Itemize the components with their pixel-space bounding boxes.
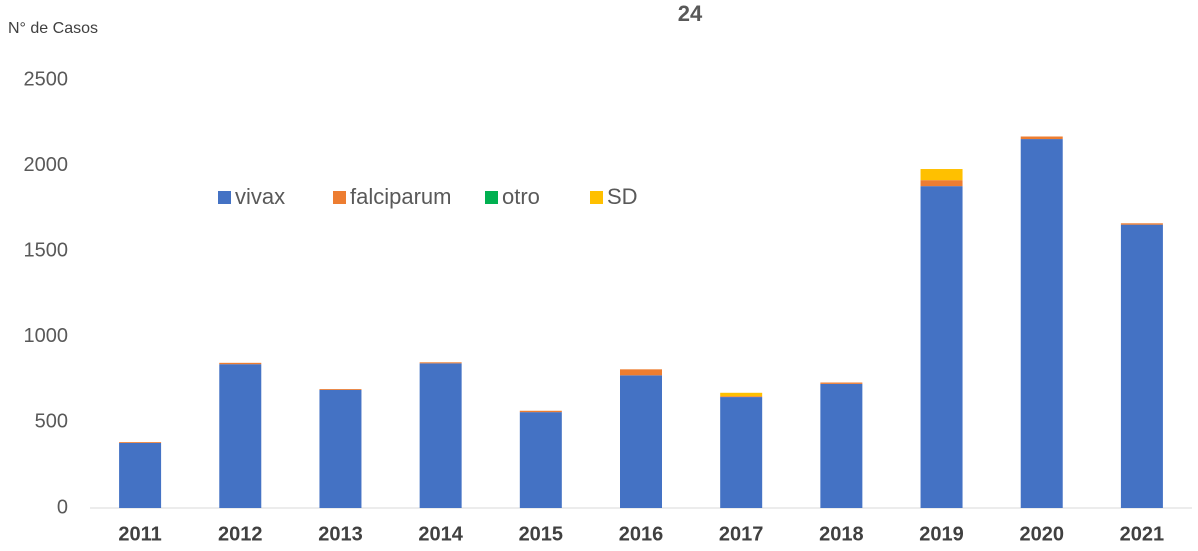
y-tick-label: 1500 [24, 239, 69, 261]
bar-segment [519, 412, 562, 508]
legend-swatch [218, 191, 231, 204]
x-tick-label: 2021 [1120, 523, 1165, 545]
legend-label: otro [502, 184, 540, 209]
x-tick-label: 2016 [619, 523, 664, 545]
legend-label: SD [607, 184, 638, 209]
bar-segment [620, 369, 662, 376]
bar-segment [820, 382, 863, 384]
bar-segment [720, 392, 763, 397]
legend-swatch [485, 191, 498, 204]
legend-swatch [333, 191, 346, 204]
bar-segment [820, 383, 863, 508]
x-tick-label: 2011 [118, 523, 161, 545]
bar-segment [1120, 224, 1163, 508]
bar-segment [319, 389, 362, 508]
bar-segment [1120, 223, 1163, 225]
x-tick-label: 2018 [819, 523, 864, 545]
x-tick-label: 2017 [719, 523, 764, 545]
bar-segment [219, 362, 262, 365]
legend-swatch [590, 191, 603, 204]
bar-segment [1020, 139, 1063, 508]
bar-segment [119, 442, 162, 443]
bar-segment [319, 389, 362, 390]
bar-segment [219, 364, 262, 508]
chart-title: 24 [678, 1, 703, 26]
bar-segment [720, 396, 763, 398]
y-tick-label: 2000 [24, 154, 69, 176]
x-tick-label: 2019 [919, 523, 964, 545]
x-tick-label: 2020 [1019, 523, 1064, 545]
bar-segment [419, 363, 462, 508]
bar-segment [720, 397, 763, 508]
bar-segment [119, 442, 162, 508]
bar-segment [419, 362, 462, 364]
legend-label: vivax [235, 184, 285, 209]
y-tick-label: 0 [57, 496, 68, 518]
bar-segment [920, 169, 963, 181]
y-tick-label: 2500 [24, 68, 69, 90]
legend-label: falciparum [350, 184, 451, 209]
x-tick-label: 2015 [519, 523, 564, 545]
x-tick-label: 2014 [418, 523, 463, 545]
y-axis-label: N° de Casos [8, 20, 98, 37]
bar-segment [1020, 136, 1063, 140]
x-tick-label: 2012 [218, 523, 263, 545]
x-tick-label: 2013 [318, 523, 363, 545]
bar-segment [519, 410, 562, 413]
bar-segment [920, 180, 963, 187]
y-tick-label: 1000 [24, 325, 69, 347]
bar-segment [620, 375, 662, 508]
y-tick-label: 500 [35, 411, 68, 433]
bar-segment [920, 186, 963, 509]
